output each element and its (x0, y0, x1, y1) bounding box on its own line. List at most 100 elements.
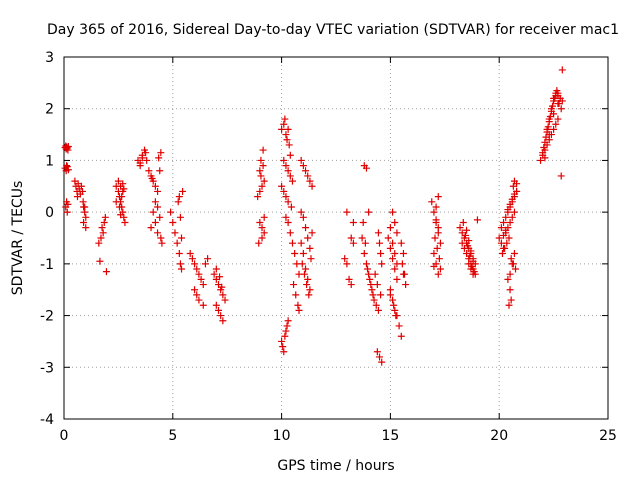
data-point (510, 177, 518, 185)
data-point (430, 208, 438, 216)
data-point (305, 291, 313, 299)
data-point (434, 224, 442, 232)
data-point (343, 208, 351, 216)
data-point (278, 182, 286, 190)
data-point (434, 193, 442, 201)
data-point (197, 275, 205, 283)
data-point (378, 358, 386, 366)
data-point (210, 270, 218, 278)
data-point (142, 149, 150, 157)
data-point (304, 172, 312, 180)
data-point (219, 291, 227, 299)
x-tick-label: 5 (168, 428, 177, 444)
data-point (434, 270, 442, 278)
data-point (259, 146, 267, 154)
data-point (98, 224, 106, 232)
data-point (376, 239, 384, 247)
data-point (359, 218, 367, 226)
data-point (369, 291, 377, 299)
data-point (386, 224, 394, 232)
data-point (201, 260, 209, 268)
data-point (393, 229, 401, 237)
data-point (374, 229, 382, 237)
y-tick-label: -4 (40, 412, 54, 428)
data-point (557, 172, 565, 180)
y-tick-label: 1 (45, 153, 54, 169)
data-point (506, 270, 514, 278)
data-point (465, 260, 473, 268)
data-point (541, 154, 549, 162)
data-point (260, 229, 268, 237)
x-tick-label: 15 (381, 428, 399, 444)
data-point (154, 229, 162, 237)
data-point (257, 172, 265, 180)
data-point (257, 156, 265, 164)
data-point (377, 250, 385, 258)
data-point (299, 250, 307, 258)
data-point (219, 317, 227, 325)
data-point (284, 167, 292, 175)
data-point (507, 255, 515, 263)
data-point (156, 213, 164, 221)
x-axis-label: GPS time / hours (277, 458, 394, 474)
y-tick-labels: -4 -3 -2 -1 0 1 2 3 (40, 50, 54, 428)
data-point (467, 265, 475, 273)
data-point (345, 275, 353, 283)
data-point (280, 348, 288, 356)
data-point (256, 167, 264, 175)
data-point (557, 105, 565, 113)
data-point (371, 270, 379, 278)
x-tick-label: 0 (60, 428, 69, 444)
data-point (100, 218, 108, 226)
data-point (545, 115, 553, 123)
data-point (399, 250, 407, 258)
data-point (282, 213, 290, 221)
data-point (502, 226, 510, 234)
data-point (302, 265, 310, 273)
data-point (278, 125, 286, 133)
data-point (349, 218, 357, 226)
y-tick-label: -1 (40, 257, 54, 273)
data-point (186, 250, 194, 258)
data-point (386, 291, 394, 299)
data-point (82, 213, 90, 221)
data-point (258, 182, 266, 190)
data-point (102, 268, 110, 276)
data-point (174, 198, 182, 206)
data-point (212, 265, 220, 273)
data-point (391, 265, 399, 273)
data-point (216, 273, 224, 281)
data-point (179, 187, 187, 195)
data-point (537, 156, 545, 164)
data-point (114, 177, 122, 185)
data-point (512, 265, 520, 273)
data-point (506, 286, 514, 294)
data-point (431, 234, 439, 242)
data-point (173, 239, 181, 247)
data-point (433, 244, 441, 252)
data-point (364, 265, 372, 273)
data-point (497, 224, 505, 232)
data-point (501, 244, 509, 252)
data-point (343, 260, 351, 268)
data-point (390, 301, 398, 309)
data-point (435, 255, 443, 263)
data-point (156, 167, 164, 175)
data-point (154, 203, 162, 211)
data-point (64, 166, 72, 174)
data-point (360, 250, 368, 258)
data-point (145, 167, 153, 175)
data-point (362, 260, 370, 268)
data-point (386, 244, 394, 252)
data-point (395, 322, 403, 330)
data-point (282, 193, 290, 201)
data-point (347, 281, 355, 289)
data-point (95, 239, 103, 247)
data-point (117, 211, 125, 219)
data-point (308, 182, 316, 190)
data-point (259, 162, 267, 170)
data-point (503, 239, 511, 247)
data-point (554, 115, 562, 123)
data-point (500, 231, 508, 239)
data-point (463, 226, 471, 234)
